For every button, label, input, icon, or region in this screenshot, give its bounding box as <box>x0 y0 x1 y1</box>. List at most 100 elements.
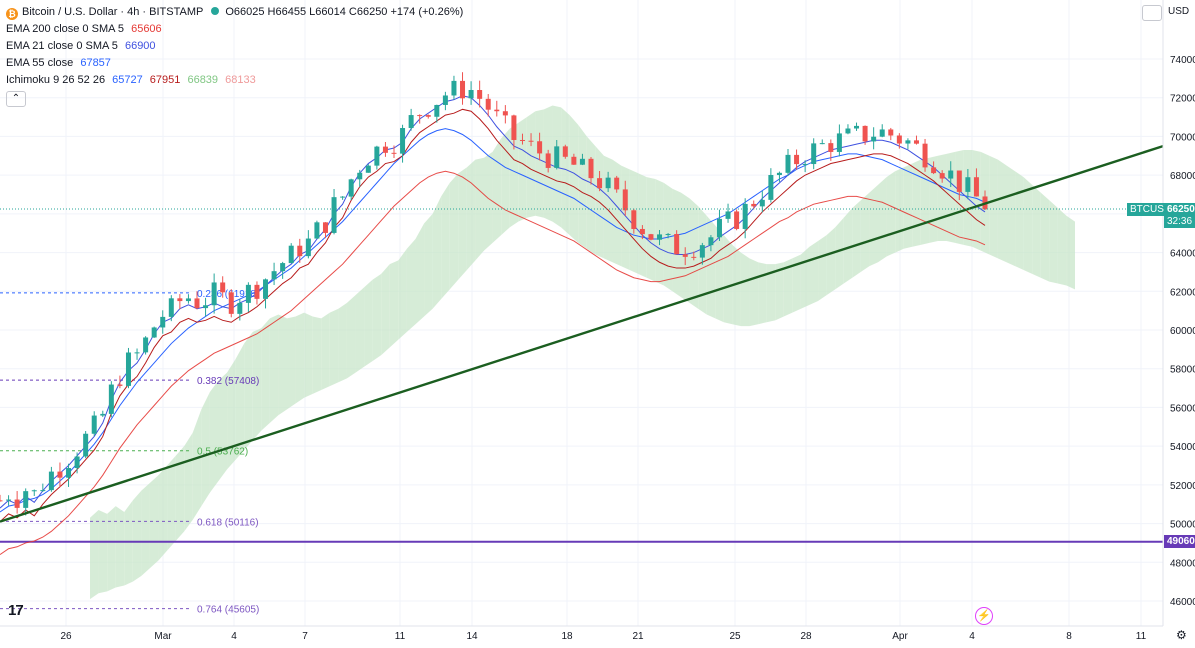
cloud-segment <box>415 223 425 325</box>
cloud-segment <box>449 173 459 290</box>
indicator-value: 65606 <box>131 23 162 35</box>
cloud-segment <box>269 314 279 423</box>
indicator-name: Ichimoku 9 26 52 26 <box>6 74 106 86</box>
symbol-row: ₿ Bitcoin / U.S. Dollar · 4h · BITSTAMP O6… <box>6 4 463 21</box>
candle-body <box>819 143 825 145</box>
time-tick-label: 4 <box>231 631 237 642</box>
collapse-legend-button[interactable]: ⌃ <box>6 91 26 107</box>
countdown-label: 32:36 <box>1164 215 1195 228</box>
indicator-row[interactable]: EMA 55 close 67857 <box>6 55 463 72</box>
time-tick-label: Apr <box>892 631 908 642</box>
candle-body <box>254 284 260 299</box>
cloud-segment <box>244 331 253 451</box>
ema55-line <box>0 128 986 513</box>
candle-body <box>725 211 731 219</box>
candle-body <box>776 172 782 176</box>
candle-body <box>879 129 885 137</box>
candle-body <box>297 245 303 257</box>
candle-body <box>588 158 594 179</box>
cloud-segment <box>818 235 827 301</box>
cloud-segment <box>860 192 870 272</box>
candle-body <box>519 139 525 141</box>
candle-body <box>579 158 585 165</box>
indicator-row[interactable]: EMA 21 close 0 SMA 5 66900 <box>6 38 463 55</box>
candle-body <box>537 141 543 154</box>
cloud-segment <box>132 490 142 582</box>
price-tick-label: 58000 <box>1170 365 1195 376</box>
candle-body <box>614 177 620 190</box>
symbol-price-tag: BTCUSD <box>1127 203 1175 216</box>
candle-body <box>263 279 269 299</box>
candle-body <box>57 471 63 478</box>
cloud-segment <box>167 455 176 551</box>
cloud-segment <box>432 196 442 309</box>
time-tick-label: 14 <box>466 631 478 642</box>
indicator-value: 67857 <box>80 57 111 69</box>
base-line <box>0 108 986 523</box>
candle-body <box>288 245 294 264</box>
candle-body <box>203 305 209 309</box>
cloud-segment <box>518 117 527 222</box>
cloud-segment <box>578 124 587 249</box>
indicator-row[interactable]: Ichimoku 9 26 52 26 65727 67951 66839 68… <box>6 72 463 89</box>
cloud-segment <box>1023 177 1033 274</box>
cloud-segment <box>646 177 656 282</box>
candle-body <box>845 128 851 134</box>
cloud-segment <box>1066 215 1075 290</box>
candle-body <box>468 90 474 99</box>
price-tick-label: 50000 <box>1170 520 1195 531</box>
price-tick-label: 52000 <box>1170 481 1195 492</box>
price-tick-label: 70000 <box>1170 132 1195 143</box>
cloud-segment <box>835 217 844 290</box>
price-tick-label: 48000 <box>1170 558 1195 569</box>
candle-body <box>245 284 251 303</box>
ohlc-values: O66025 H66455 L66014 C66250 +174 (+0.26%… <box>225 6 464 18</box>
currency-selector[interactable]: USD <box>1168 6 1190 17</box>
cloud-segment <box>424 213 433 317</box>
price-tick-label: 74000 <box>1170 55 1195 66</box>
candle-body <box>382 146 388 153</box>
tradingview-logo-icon[interactable]: 17 <box>8 602 24 619</box>
cloud-segment <box>1057 208 1067 286</box>
candle-body <box>83 433 89 457</box>
candle-body <box>100 413 106 416</box>
candle-body <box>973 177 979 197</box>
indicator-row[interactable]: EMA 200 close 0 SMA 5 65606 <box>6 21 463 38</box>
cloud-segment <box>441 182 450 300</box>
candle-body <box>228 292 234 314</box>
candle-body <box>751 203 757 207</box>
candle-body <box>888 129 894 136</box>
candle-body <box>682 254 688 257</box>
cloud-segment <box>826 227 836 296</box>
candle-body <box>862 125 868 142</box>
candle-body <box>896 135 902 144</box>
indicator-value: 66839 <box>187 74 219 86</box>
indicator-name: EMA 55 close <box>6 57 74 69</box>
candle-body <box>434 104 440 117</box>
cloud-segment <box>227 359 236 470</box>
candle-body <box>674 233 680 255</box>
candle-body <box>554 146 560 168</box>
time-tick-label: 18 <box>561 631 573 642</box>
candle-body <box>836 133 842 152</box>
price-tick-label: 60000 <box>1170 326 1195 337</box>
candle-body <box>391 152 397 154</box>
flash-icon[interactable]: ⚡ <box>975 607 993 625</box>
candle-body <box>185 298 191 302</box>
candle-body <box>143 337 149 353</box>
candle-body <box>657 234 663 240</box>
cloud-segment <box>869 184 878 267</box>
candle-body <box>631 210 637 229</box>
candle-body <box>365 165 371 173</box>
cloud-segment <box>569 115 579 243</box>
bitcoin-icon: ₿ <box>6 8 18 20</box>
indicator-value: 68133 <box>225 74 256 86</box>
toggle-button[interactable] <box>1142 5 1162 21</box>
candle-body <box>280 263 286 272</box>
candle-body <box>194 298 200 309</box>
cloud-segment <box>903 163 913 249</box>
settings-gear-icon[interactable]: ⚙ <box>1176 628 1187 642</box>
symbol-title[interactable]: Bitcoin / U.S. Dollar · 4h · BITSTAMP <box>22 6 204 18</box>
candle-body <box>665 233 671 235</box>
